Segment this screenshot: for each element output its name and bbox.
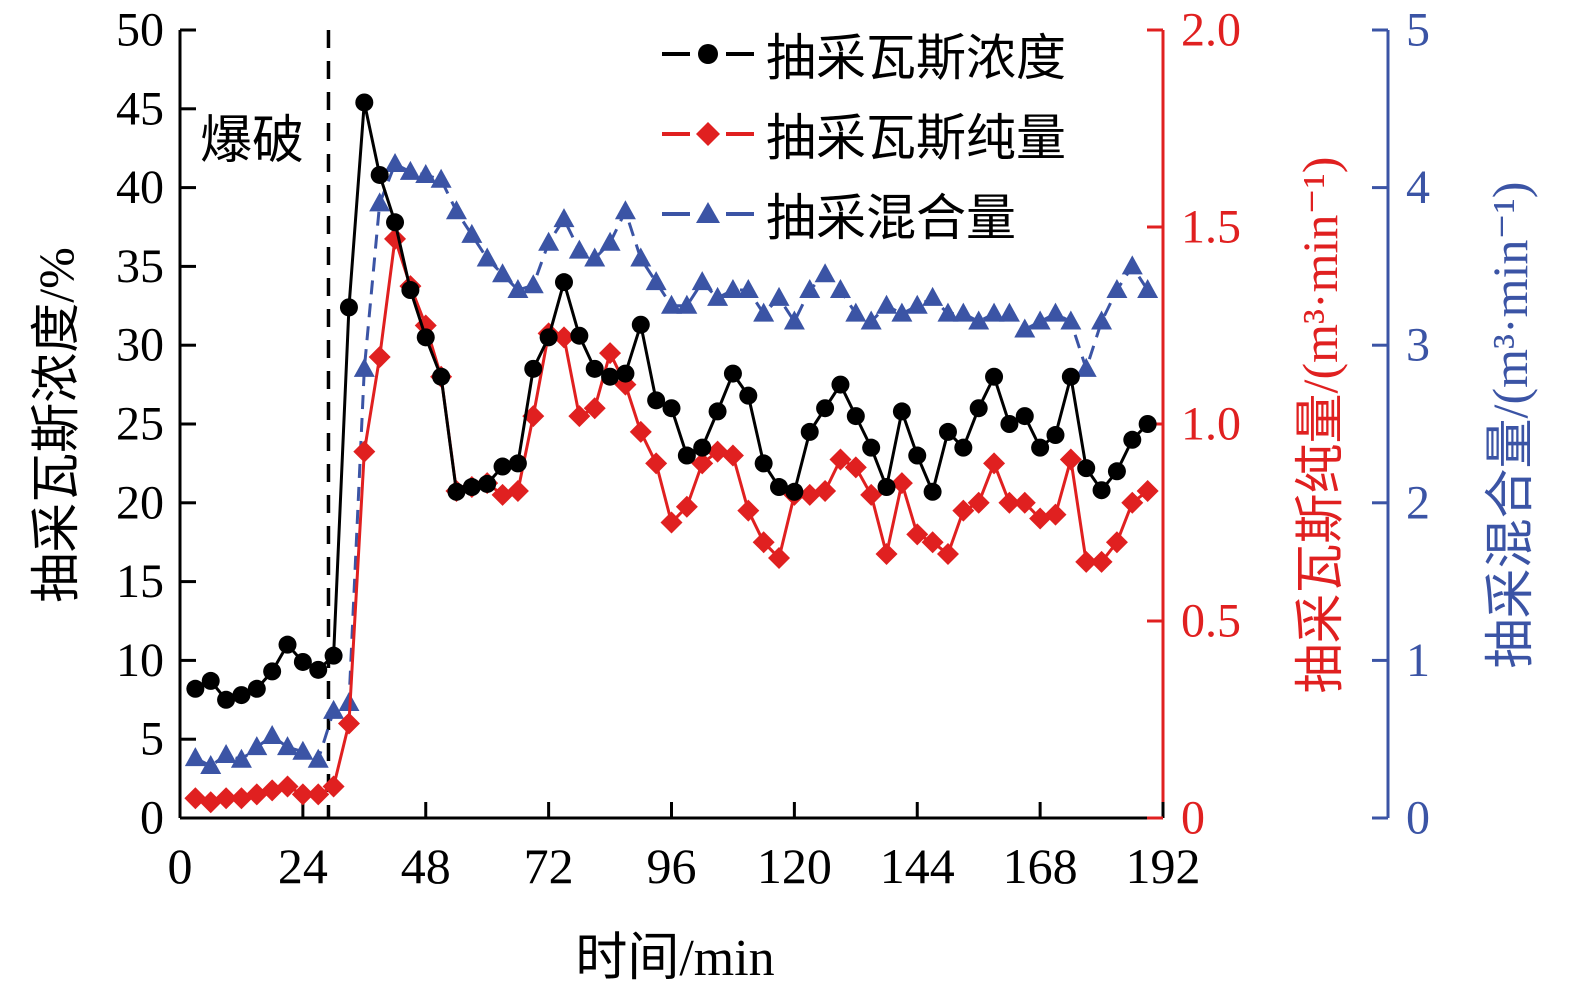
svg-text:0: 0 [140, 792, 164, 845]
legend-item-mixed-volume: 抽采混合量 [660, 178, 1066, 250]
svg-text:96: 96 [647, 838, 697, 894]
circle-marker-icon [662, 44, 754, 64]
svg-text:50: 50 [116, 4, 164, 57]
svg-text:45: 45 [116, 82, 164, 135]
svg-text:35: 35 [116, 240, 164, 293]
svg-text:192: 192 [1126, 838, 1201, 894]
svg-text:24: 24 [278, 838, 328, 894]
svg-text:0: 0 [1406, 792, 1430, 845]
svg-text:0: 0 [1181, 792, 1205, 845]
svg-text:30: 30 [116, 319, 164, 372]
svg-text:0.5: 0.5 [1181, 595, 1241, 648]
diamond-marker-icon [662, 122, 754, 146]
legend-item-pure-volume: 抽采瓦斯纯量 [660, 98, 1066, 170]
svg-text:15: 15 [116, 555, 164, 608]
svg-text:1.5: 1.5 [1181, 201, 1241, 254]
legend-label: 抽采混合量 [766, 190, 1016, 246]
svg-text:5: 5 [140, 713, 164, 766]
svg-text:1: 1 [1406, 634, 1430, 687]
svg-text:72: 72 [524, 838, 574, 894]
svg-text:48: 48 [401, 838, 451, 894]
legend-item-concentration: 抽采瓦斯浓度 [660, 18, 1066, 90]
svg-text:20: 20 [116, 476, 164, 529]
svg-text:3: 3 [1406, 319, 1430, 372]
svg-text:40: 40 [116, 161, 164, 214]
svg-text:1.0: 1.0 [1181, 398, 1241, 451]
legend: 抽采瓦斯浓度 抽采瓦斯纯量 抽采混合量 [660, 18, 1066, 250]
triangle-marker-icon [662, 202, 754, 223]
svg-text:2: 2 [1406, 476, 1430, 529]
svg-text:25: 25 [116, 398, 164, 451]
svg-text:10: 10 [116, 634, 164, 687]
svg-text:2.0: 2.0 [1181, 4, 1241, 57]
svg-text:144: 144 [880, 838, 955, 894]
svg-text:120: 120 [757, 838, 832, 894]
svg-text:4: 4 [1406, 161, 1430, 214]
svg-text:168: 168 [1003, 838, 1078, 894]
legend-label: 抽采瓦斯浓度 [766, 30, 1066, 86]
svg-text:5: 5 [1406, 4, 1430, 57]
svg-text:0: 0 [168, 838, 193, 894]
legend-label: 抽采瓦斯纯量 [766, 110, 1066, 166]
